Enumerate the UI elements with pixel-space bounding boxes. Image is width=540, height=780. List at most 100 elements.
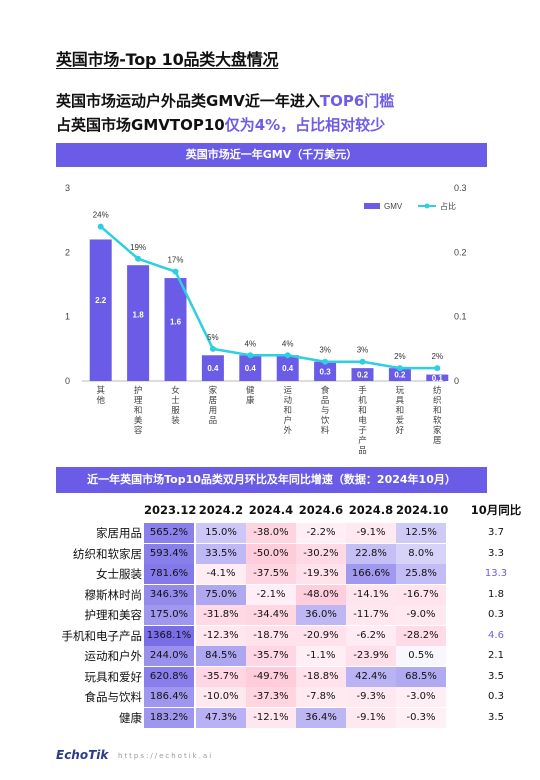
share-point (284, 352, 291, 359)
table-cell: -12.1% (246, 707, 296, 728)
table-row-label: 护理和美容 (84, 608, 143, 622)
table-cell: 84.5% (196, 646, 246, 666)
table-cell: 166.6% (346, 564, 396, 584)
table-cell: -38.0% (246, 523, 296, 543)
table-cell: -14.1% (346, 584, 396, 605)
gmv-combo-chart: 0 1 2 3 0 0.1 0.2 0.3 GMV 占比 2.2 1.8 1.6 0.4 0.4 0.4 0.3… (65, 183, 467, 456)
legend-share-label: 占比 (440, 201, 456, 211)
table-yoy-value: 2.1 (488, 650, 504, 661)
table-column-header: 2024.6 (298, 503, 344, 517)
x-category-label: 食品与饮料 (321, 385, 330, 436)
y-left-tick-label: 1 (65, 312, 70, 322)
table-cell: -7.8% (296, 687, 346, 707)
share-point (359, 358, 366, 365)
headline-line-1: 英国市场运动户外品类GMV近一年进入TOP6门槛 (56, 90, 394, 112)
table-cell: 8.0% (396, 543, 446, 564)
table-cell: -4.1% (196, 564, 246, 584)
y-right-tick-label: 0.2 (454, 247, 467, 257)
table-cell: 175.0% (144, 605, 194, 625)
table-cell: -11.7% (346, 605, 396, 625)
gmv-bar (164, 278, 187, 381)
headline-1-text: 英国市场运动户外品类GMV近一年进入 (56, 92, 320, 110)
x-category-label: 手机和电子产品 (358, 385, 367, 456)
table-cell: -37.5% (246, 564, 296, 584)
share-label: 4% (282, 339, 294, 348)
table-cell: -18.8% (296, 666, 346, 687)
share-point (135, 255, 142, 262)
footer-url: https://echotik.ai (118, 752, 214, 760)
headline-2-highlight: 仅为4%，占比相对较少 (224, 116, 386, 134)
table-yoy-value: 3.5 (488, 711, 504, 723)
table-yoy-value: 13.3 (484, 568, 508, 579)
legend-gmv-label: GMV (384, 202, 403, 211)
table-cell: -34.4% (246, 605, 296, 625)
table-cell: -2.1% (246, 584, 296, 605)
table-cell: 12.5% (396, 523, 446, 543)
table-row-label: 穆斯林时尚 (84, 587, 143, 602)
x-category-label: 其他 (96, 386, 105, 406)
gmv-bar (276, 355, 299, 381)
table-cell: 593.4% (144, 543, 194, 564)
legend-share-marker (424, 203, 430, 209)
table-cell: -23.9% (346, 646, 396, 666)
share-label: 24% (93, 211, 109, 220)
table-row-label: 家居用品 (96, 526, 142, 540)
table-row-label: 女士服装 (96, 567, 142, 581)
table-row-label: 健康 (119, 710, 142, 725)
table-cell: -1.1% (296, 646, 346, 666)
headline-1-highlight: TOP6门槛 (319, 92, 395, 110)
y-left-tick-label: 2 (65, 247, 70, 257)
table-cell: -35.7% (246, 646, 296, 666)
table-cell: -6.2% (346, 625, 396, 646)
table-cell: -31.8% (196, 605, 246, 625)
share-label: 3% (319, 346, 331, 355)
x-category-label: 纺织和软家居 (433, 385, 442, 446)
table-column-header: 2024.10 (396, 503, 449, 517)
table-cell: 68.5% (396, 666, 446, 687)
table-column-header: 10月同比 (470, 503, 522, 517)
table-cell: -20.9% (296, 625, 346, 646)
table-cell: 244.0% (144, 646, 194, 666)
y-right-tick-label: 0.3 (454, 183, 467, 193)
table-yoy-value: 4.6 (488, 629, 504, 641)
gmv-bar-label: 1.8 (133, 310, 145, 319)
table-cell: 36.4% (296, 707, 346, 728)
table-cell: 15.0% (196, 523, 246, 543)
gmv-bar-label: 0.4 (282, 364, 294, 373)
headline-line-2: 占英国市场GMVTOP10仅为4%，占比相对较少 (56, 114, 385, 136)
table-cell: -12.3% (196, 625, 246, 646)
table-cell: 186.4% (144, 687, 194, 707)
share-label: 17% (167, 256, 183, 265)
table-row-label: 食品与饮料 (84, 690, 143, 704)
table-cell: -18.7% (246, 625, 296, 646)
gmv-bar-label: 1.6 (170, 317, 182, 326)
chart-title-band: 英国市场近一年GMV（千万美元） (56, 143, 487, 167)
table-cell: -28.2% (396, 625, 446, 646)
page-title: 英国市场-Top 10品类大盘情况 (56, 50, 279, 69)
headline-2-text: 占英国市场GMVTOP10 (56, 116, 225, 134)
table-cell: 22.8% (346, 543, 396, 564)
y-left-tick-label: 0 (65, 376, 70, 386)
share-point (247, 352, 254, 359)
table-cell: -49.7% (246, 666, 296, 687)
gmv-bar-label: 0.1 (432, 374, 444, 383)
x-category-label: 运动和户外 (283, 386, 292, 436)
x-category-label: 女士服装 (171, 385, 180, 426)
share-label: 2% (432, 352, 444, 361)
table-cell: -9.0% (396, 605, 446, 625)
table-yoy-value: 3.5 (488, 670, 504, 682)
gmv-bar (127, 265, 150, 381)
table-yoy-value: 3.7 (488, 527, 504, 538)
table-cell: -0.3% (396, 707, 446, 728)
gmv-bar (89, 239, 112, 381)
share-point (172, 268, 179, 275)
table-cell: -48.0% (296, 584, 346, 605)
table-column-header: 2024.8 (348, 503, 394, 517)
table-cell: -30.2% (296, 543, 346, 564)
gmv-bar (314, 361, 337, 381)
table-row-label: 玩具和爱好 (84, 669, 143, 684)
table-cell: 565.2% (144, 523, 194, 543)
x-category-label: 玩具和爱好 (396, 386, 405, 436)
table-cell: 0.5% (396, 646, 446, 666)
gmv-bar (388, 368, 411, 381)
